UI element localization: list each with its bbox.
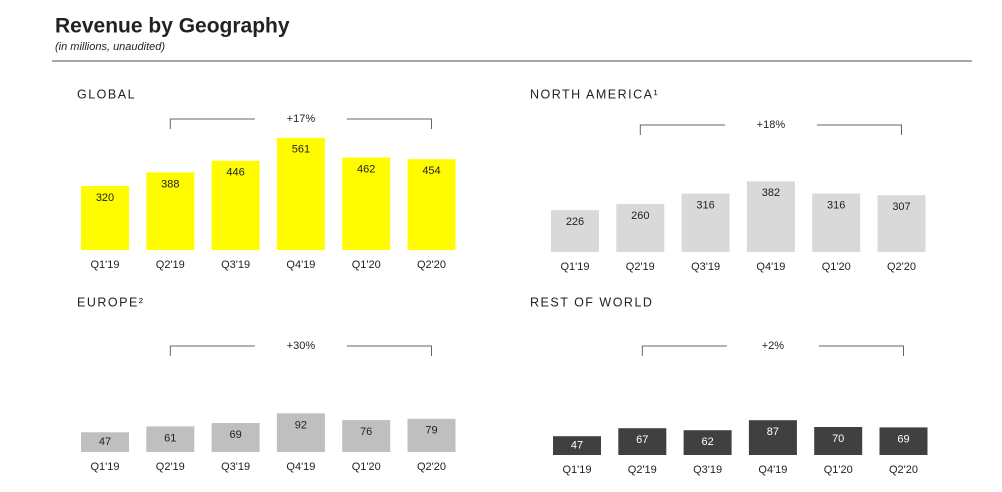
value-label: 47	[571, 440, 583, 452]
value-label: 92	[295, 419, 307, 431]
value-label: 76	[360, 426, 372, 438]
bar	[81, 432, 129, 452]
chart-title: REST OF WORLD	[530, 295, 653, 309]
bar	[407, 159, 456, 250]
x-tick-label: Q3'19	[221, 259, 250, 271]
x-tick-label: Q2'19	[156, 461, 185, 473]
value-label: 382	[762, 187, 780, 199]
bar	[879, 427, 928, 455]
value-label: 70	[832, 433, 844, 445]
x-tick-label: Q1'19	[90, 461, 119, 473]
bar	[342, 420, 391, 452]
value-label: 316	[696, 199, 714, 211]
x-tick-label: Q4'19	[286, 461, 315, 473]
x-tick-label: Q2'20	[887, 261, 916, 273]
x-tick-label: Q4'19	[756, 261, 785, 273]
bar	[551, 210, 599, 252]
bar	[683, 430, 732, 455]
bar	[211, 423, 260, 452]
x-tick-label: Q1'20	[822, 261, 851, 273]
x-tick-label: Q1'20	[352, 259, 381, 271]
growth-annotation: +17%	[287, 113, 316, 125]
growth-bracket	[639, 124, 902, 135]
bar	[814, 427, 863, 455]
x-tick-label: Q3'19	[221, 461, 250, 473]
value-label: 462	[357, 164, 375, 176]
bar	[407, 418, 456, 452]
x-tick-label: Q3'19	[691, 261, 720, 273]
x-tick-label: Q1'20	[824, 464, 853, 476]
growth-bracket	[641, 345, 904, 356]
x-tick-label: Q2'20	[889, 464, 918, 476]
x-tick-label: Q1'20	[352, 461, 381, 473]
growth-annotation: +18%	[757, 119, 786, 131]
growth-bracket	[169, 345, 432, 356]
growth-bracket	[169, 118, 432, 129]
value-label: 69	[897, 433, 909, 445]
x-tick-label: Q4'19	[758, 464, 787, 476]
value-label: 47	[99, 436, 111, 448]
growth-annotation: +30%	[287, 340, 316, 352]
value-label: 561	[292, 144, 310, 156]
x-tick-label: Q2'19	[156, 259, 185, 271]
value-label: 79	[425, 425, 437, 437]
page-title: Revenue by Geography	[55, 15, 290, 38]
value-label: 62	[701, 436, 713, 448]
bar	[748, 420, 797, 455]
bar	[812, 193, 861, 252]
x-tick-label: Q2'19	[628, 464, 657, 476]
bar	[618, 428, 667, 455]
bar	[553, 436, 601, 455]
x-tick-label: Q1'19	[560, 261, 589, 273]
chart-title: NORTH AMERICA¹	[530, 87, 659, 101]
value-label: 316	[827, 199, 845, 211]
value-label: 307	[892, 201, 910, 213]
x-tick-label: Q2'20	[417, 461, 446, 473]
value-label: 320	[96, 192, 114, 204]
chart-title: GLOBAL	[77, 87, 136, 101]
x-tick-label: Q4'19	[286, 259, 315, 271]
value-label: 87	[767, 426, 779, 438]
value-label: 260	[631, 210, 649, 222]
x-tick-label: Q2'20	[417, 259, 446, 271]
bar	[146, 426, 195, 452]
growth-annotation: +2%	[762, 340, 785, 352]
bar	[681, 193, 730, 252]
bar	[616, 203, 665, 252]
x-tick-label: Q2'19	[626, 261, 655, 273]
value-label: 226	[566, 216, 584, 228]
bar	[81, 186, 129, 250]
value-label: 61	[164, 432, 176, 444]
x-tick-label: Q1'19	[562, 464, 591, 476]
bar	[746, 181, 795, 252]
value-label: 446	[226, 167, 244, 179]
value-label: 69	[229, 429, 241, 441]
bar	[276, 413, 325, 452]
x-tick-label: Q1'19	[90, 259, 119, 271]
value-label: 388	[161, 178, 179, 190]
bar	[877, 195, 926, 252]
x-tick-label: Q3'19	[693, 464, 722, 476]
bar	[276, 137, 325, 250]
page-subtitle: (in millions, unaudited)	[55, 41, 165, 53]
value-label: 67	[636, 434, 648, 446]
bar	[342, 157, 391, 250]
value-label: 454	[422, 165, 440, 177]
bar	[211, 160, 260, 250]
bar	[146, 172, 195, 250]
chart-title: EUROPE²	[77, 295, 144, 309]
